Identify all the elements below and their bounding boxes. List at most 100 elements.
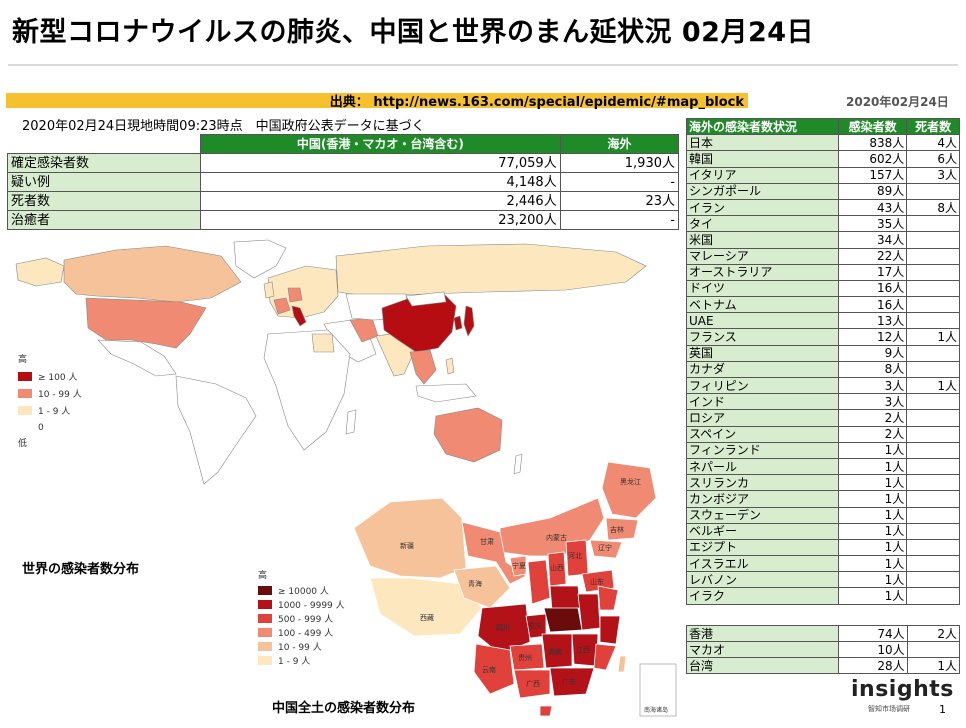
province-guizhou — [509, 643, 545, 671]
cases-value: 74人 — [838, 625, 908, 642]
legend-item: 1 - 9 人 — [18, 402, 82, 419]
table-row: フィリピン 3人 1人 — [686, 376, 960, 395]
deaths-value — [906, 571, 960, 589]
legend-high-label: 高 — [258, 571, 268, 581]
legend-label: 10 - 99 人 — [278, 642, 322, 653]
row-label: カナダ — [686, 360, 839, 379]
deaths-value — [906, 474, 960, 492]
china-map-legend: 高 ≥ 10000 人 1000 - 9999 人 500 - 999 人 10… — [258, 570, 345, 667]
row-label: カンボジア — [686, 490, 839, 508]
province-hainan — [539, 705, 553, 717]
province-qinghai — [453, 565, 511, 609]
table-row: ベルギー 1人 — [686, 522, 960, 540]
map-france — [273, 297, 291, 315]
row-label: イラン — [686, 198, 839, 217]
page-title: 新型コロナウイルスの肺炎、中国と世界のまん延状況 02月24日 — [12, 17, 815, 48]
china-summary-table: 中国(香港・マカオ・台湾含む) 海外 確定感染者数 77,059人 1,930人… — [7, 134, 680, 230]
deaths-value — [906, 538, 960, 557]
cases-value: 22人 — [837, 247, 908, 265]
cases-value: 28人 — [838, 657, 908, 674]
deaths-value: 6人 — [906, 150, 960, 168]
cases-value: 1人 — [837, 490, 908, 508]
deaths-value — [906, 263, 960, 281]
table-row: 日本 838人 4人 — [686, 134, 960, 152]
legend-item: 100 - 499 人 — [258, 625, 345, 639]
table-row: 香港 74人 2人 — [686, 625, 961, 642]
deaths-value — [906, 457, 960, 476]
map-canada — [63, 245, 242, 303]
cases-value: 34人 — [837, 231, 908, 249]
deaths-value — [906, 312, 960, 330]
row-label: 確定感染者数 — [7, 153, 201, 173]
source-bar: 出典： http://news.163.com/special/epidemic… — [6, 93, 748, 110]
legend-item: 10 - 99 人 — [258, 639, 345, 653]
table-row: マカオ 10人 — [686, 641, 961, 658]
deaths-value — [906, 409, 960, 427]
legend-swatch — [18, 406, 32, 415]
table-row: レバノン 1人 — [686, 571, 960, 589]
table-row: 米国 34人 — [686, 231, 960, 249]
province-label: 新疆 — [400, 541, 414, 550]
overseas-value: 1,930人 — [559, 153, 680, 173]
cases-value: 43人 — [837, 198, 908, 217]
province-label: 辽宁 — [598, 543, 612, 552]
map-madagascar — [345, 409, 357, 435]
province-zhejiang — [599, 615, 621, 645]
table-row: ネパール 1人 — [686, 457, 960, 476]
province-shanxi — [547, 551, 567, 587]
deaths-value — [906, 490, 960, 508]
map-alaska — [15, 257, 65, 287]
cases-value: 35人 — [837, 215, 908, 233]
table-row: カンボジア 1人 — [686, 490, 960, 508]
table-row: カナダ 8人 — [686, 360, 960, 379]
legend-label: 1 - 9 人 — [38, 407, 71, 417]
province-guangxi — [513, 669, 551, 699]
table-row: UAE 13人 — [686, 312, 960, 330]
world-map-legend: 高 ≥ 100 人 10 - 99 人 1 - 9 人 0 低 — [18, 352, 82, 452]
cases-value: 1人 — [837, 538, 908, 557]
deaths-value — [906, 425, 960, 443]
province-shandong — [581, 569, 615, 593]
legend-swatch — [18, 423, 32, 432]
province-label: 湖南 — [548, 647, 562, 656]
cases-value: 1人 — [837, 522, 908, 540]
data-timestamp-note: 2020年02月24日現地時間09:23時点 中国政府公表データに基づく — [22, 119, 425, 134]
legend-item: 500 - 999 人 — [258, 611, 345, 625]
province-label: 黑龙江 — [620, 477, 641, 486]
table-row: イタリア 157人 3人 — [686, 166, 960, 184]
province-yunnan — [473, 643, 515, 695]
cases-value: 3人 — [837, 376, 908, 395]
header-overseas: 海外 — [559, 134, 680, 154]
province-label: 内蒙古 — [546, 533, 567, 542]
row-label: フランス — [686, 328, 839, 346]
table-row: スウェーデン 1人 — [686, 506, 960, 524]
row-label: インド — [686, 393, 839, 411]
deaths-value — [906, 182, 960, 200]
province-label: 河北 — [568, 552, 582, 560]
south-china-sea-inset — [639, 663, 677, 717]
deaths-value — [906, 506, 960, 524]
cases-value: 2人 — [837, 409, 908, 427]
cases-value: 1人 — [837, 506, 908, 524]
cases-value: 13人 — [837, 312, 908, 330]
header-deaths: 死者数 — [906, 117, 960, 136]
table-header-row: 海外の感染者数状況 感染者数 死者数 — [686, 117, 960, 136]
row-label: 韓国 — [686, 150, 839, 168]
province-label: 广东 — [562, 677, 576, 686]
map-korea — [453, 315, 463, 331]
cases-value: 10人 — [838, 641, 908, 658]
deaths-value: 4人 — [906, 134, 960, 152]
cases-value: 1人 — [837, 441, 908, 459]
header-china: 中国(香港・マカオ・台湾含む) — [200, 134, 561, 154]
source-text: 出典： http://news.163.com/special/epidemic… — [329, 95, 744, 110]
cases-value: 16人 — [837, 279, 908, 298]
row-label: エジプト — [686, 538, 839, 557]
legend-item: 0 — [18, 419, 82, 436]
row-label: イスラエル — [686, 555, 839, 573]
province-label: 广西 — [526, 679, 540, 688]
province-label: 宁夏 — [512, 561, 526, 570]
legend-label: 10 - 99 人 — [38, 390, 82, 400]
table-row: マレーシア 22人 — [686, 247, 960, 265]
hk-macau-taiwan-table: 香港 74人 2人 マカオ 10人 台湾 28人 1人 — [686, 625, 961, 674]
map-indonesia — [415, 383, 477, 403]
